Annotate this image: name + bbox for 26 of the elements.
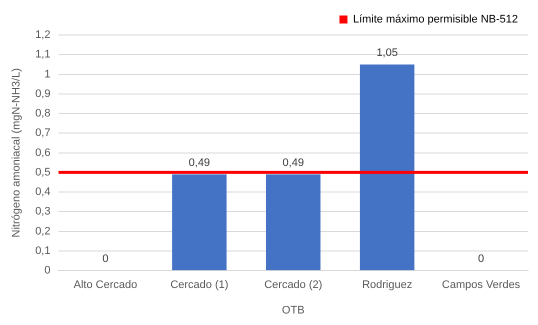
- y-tick-label: 0,7: [35, 127, 50, 140]
- y-tick-label: 0,3: [35, 206, 50, 218]
- y-axis-title: Nitrógeno amoniacal (mgN-NH3/L): [10, 68, 23, 238]
- y-tick-label: 1,1: [35, 48, 50, 61]
- y-tick-label: 0,8: [35, 108, 50, 120]
- y-tick-label: 0,6: [35, 146, 50, 159]
- x-tick-label: Alto Cercado: [74, 279, 138, 292]
- x-axis-title: OTB: [282, 304, 305, 316]
- x-tick-label: Rodriguez: [362, 279, 412, 292]
- x-tick-label: Cercado (2): [264, 279, 322, 292]
- y-tick-label: 0,4: [35, 186, 50, 198]
- data-label: 0: [478, 253, 484, 266]
- y-tick-label: 0,5: [35, 166, 50, 178]
- data-label: 0,49: [188, 156, 210, 169]
- legend-label: Límite máximo permisible NB-512: [352, 14, 518, 26]
- data-label: 0: [102, 253, 109, 266]
- y-tick-label: 0,1: [35, 245, 50, 257]
- data-label: 0,49: [282, 156, 304, 169]
- y-tick-label: 1,2: [35, 29, 50, 42]
- y-tick-label: 0,2: [35, 225, 50, 238]
- y-tick-label: 0: [44, 264, 50, 277]
- data-label: 1,05: [376, 46, 398, 59]
- y-tick-label: 0,9: [35, 88, 50, 100]
- x-tick-label: Campos Verdes: [442, 279, 521, 292]
- x-tick-label: Cercado (1): [170, 279, 228, 292]
- y-tick-label: 1: [44, 68, 50, 80]
